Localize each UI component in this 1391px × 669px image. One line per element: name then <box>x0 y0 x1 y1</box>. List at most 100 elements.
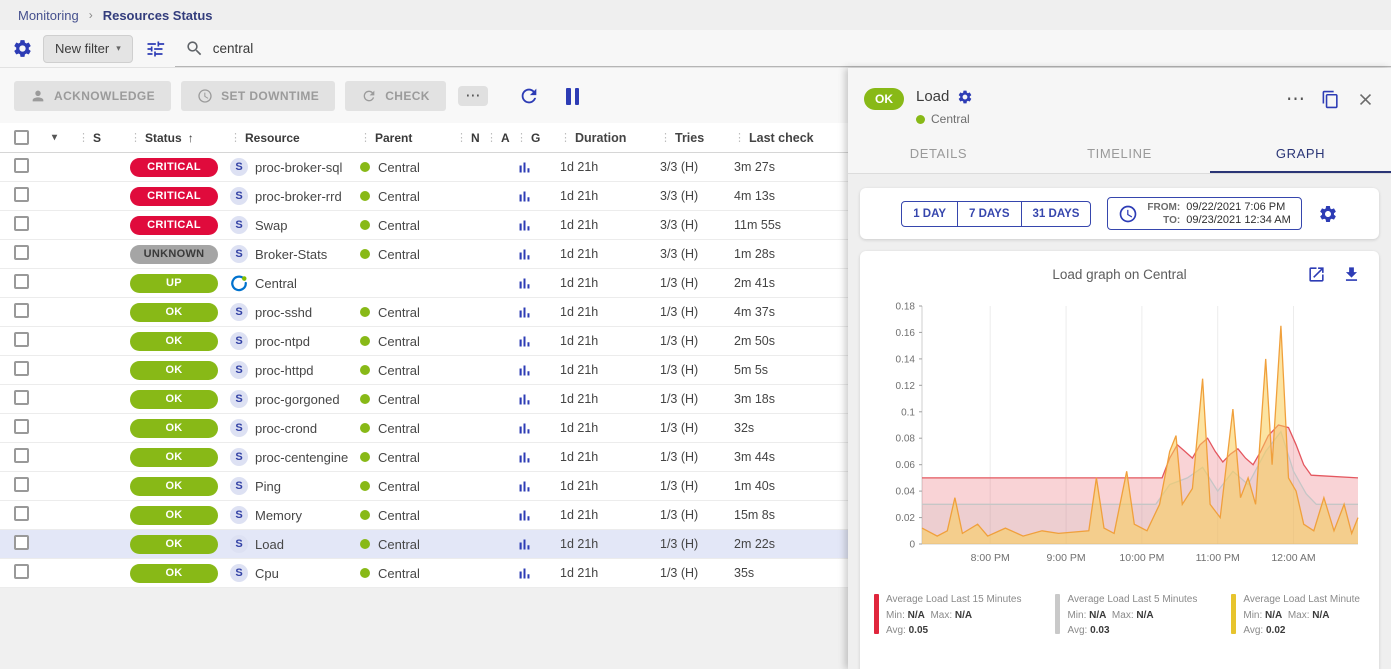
select-all-checkbox[interactable] <box>14 130 29 145</box>
acknowledge-button[interactable]: ACKNOWLEDGE <box>14 81 172 111</box>
period-button-31-days[interactable]: 31 DAYS <box>1020 200 1092 227</box>
table-row[interactable]: OK S Ping Central 1d 21h 1/3 (H) 1m 40s <box>0 472 848 501</box>
resource-name[interactable]: Ping <box>255 478 282 494</box>
row-checkbox[interactable] <box>14 419 29 434</box>
row-checkbox[interactable] <box>14 390 29 405</box>
search-input[interactable] <box>212 40 1381 56</box>
row-checkbox[interactable] <box>14 245 29 260</box>
advanced-filters-button[interactable] <box>145 39 165 59</box>
tab-timeline[interactable]: TIMELINE <box>1087 146 1152 161</box>
resource-name[interactable]: proc-centengine <box>255 449 349 465</box>
graph-icon[interactable] <box>516 217 533 234</box>
row-checkbox[interactable] <box>14 535 29 550</box>
row-checkbox[interactable] <box>14 477 29 492</box>
table-row[interactable]: CRITICAL S Swap Central 1d 21h 3/3 (H) 11m 55s <box>0 211 848 240</box>
resource-name[interactable]: Swap <box>255 217 288 233</box>
tab-details[interactable]: DETAILS <box>909 146 968 161</box>
row-checkbox[interactable] <box>14 564 29 579</box>
parent-name[interactable]: Central <box>378 333 420 349</box>
legend-item[interactable]: Average Load Last 5 Minutes Min: N/A Max:… <box>1055 592 1197 639</box>
table-row[interactable]: OK S Cpu Central 1d 21h 1/3 (H) 35s <box>0 559 848 588</box>
parent-name[interactable]: Central <box>378 391 420 407</box>
refresh-list-button[interactable] <box>518 85 540 107</box>
gear-icon[interactable] <box>957 89 973 105</box>
breadcrumb-monitoring[interactable]: Monitoring <box>18 7 79 23</box>
resource-name[interactable]: Cpu <box>255 565 279 581</box>
column-header-parent[interactable]: ⋮ Parent <box>360 131 456 145</box>
parent-name[interactable]: Central <box>378 565 420 581</box>
graph-settings-button[interactable] <box>1318 204 1338 224</box>
parent-name[interactable]: Central <box>378 217 420 233</box>
legend-item[interactable]: Average Load Last 15 Minutes Min: N/A Max… <box>874 592 1021 639</box>
export-graph-button[interactable] <box>1342 265 1361 284</box>
table-row[interactable]: UNKNOWN S Broker-Stats Central 1d 21h 3/3 (H)… <box>0 240 848 269</box>
column-header-last-check[interactable]: ⋮ Last check <box>734 131 844 145</box>
column-header-status[interactable]: ⋮ Status ↑ <box>118 131 230 145</box>
resource-name[interactable]: proc-gorgoned <box>255 391 340 407</box>
graph-icon[interactable] <box>516 536 533 553</box>
graph-icon[interactable] <box>516 449 533 466</box>
graph-icon[interactable] <box>516 304 533 321</box>
graph-icon[interactable] <box>516 420 533 437</box>
row-checkbox[interactable] <box>14 187 29 202</box>
resource-name[interactable]: proc-ntpd <box>255 333 310 349</box>
row-checkbox[interactable] <box>14 158 29 173</box>
more-actions-button[interactable]: ⋯ <box>457 86 488 106</box>
graph-icon[interactable] <box>516 159 533 176</box>
graph-icon[interactable] <box>516 188 533 205</box>
load-graph-chart[interactable]: 0 0.02 0.04 0.06 0.08 0.1 0.12 0.14 0.16 0.18 8:00… <box>864 292 1369 590</box>
period-button-7-days[interactable]: 7 DAYS <box>957 200 1022 227</box>
close-panel-button[interactable] <box>1356 90 1375 109</box>
custom-time-range-picker[interactable]: FROM: 09/22/2021 7:06 PM TO: 09/23/2021 … <box>1107 197 1302 230</box>
resource-name[interactable]: proc-httpd <box>255 362 314 378</box>
resource-name[interactable]: proc-crond <box>255 420 318 436</box>
row-checkbox[interactable] <box>14 506 29 521</box>
graph-icon[interactable] <box>516 478 533 495</box>
parent-name[interactable]: Central <box>378 188 420 204</box>
parent-name[interactable]: Central <box>378 304 420 320</box>
resource-name[interactable]: Broker-Stats <box>255 246 328 262</box>
column-header-action[interactable]: ⋮ A <box>486 131 516 145</box>
parent-name[interactable]: Central <box>378 507 420 523</box>
parent-name[interactable]: Central <box>378 420 420 436</box>
column-header-severity[interactable]: ⋮ S <box>78 131 118 145</box>
filter-settings-button[interactable] <box>12 38 33 59</box>
select-options-caret-icon[interactable]: ▾ <box>52 132 58 143</box>
legend-item[interactable]: Average Load Last Minute Min: N/A Max: N/… <box>1231 592 1360 639</box>
resource-name[interactable]: Memory <box>255 507 302 523</box>
period-button-1-day[interactable]: 1 DAY <box>901 200 959 227</box>
row-checkbox[interactable] <box>14 216 29 231</box>
parent-name[interactable]: Central <box>378 246 420 262</box>
parent-name[interactable]: Central <box>378 478 420 494</box>
resource-name[interactable]: Central <box>255 275 297 291</box>
table-row[interactable]: UP Central 1d 21h 1/3 (H) 2m 41s <box>0 269 848 298</box>
graph-icon[interactable] <box>516 362 533 379</box>
graph-icon[interactable] <box>516 391 533 408</box>
row-checkbox[interactable] <box>14 361 29 376</box>
parent-name[interactable]: Central <box>378 362 420 378</box>
graph-icon[interactable] <box>516 507 533 524</box>
resource-name[interactable]: Load <box>255 536 284 552</box>
column-header-duration[interactable]: ⋮ Duration <box>560 131 660 145</box>
panel-more-button[interactable]: ⋯ <box>1286 90 1305 109</box>
parent-name[interactable]: Central <box>378 159 420 175</box>
copy-resource-link-button[interactable] <box>1321 90 1340 109</box>
graph-icon[interactable] <box>516 275 533 292</box>
table-row[interactable]: OK S Memory Central 1d 21h 1/3 (H) 15m 8s <box>0 501 848 530</box>
column-header-tries[interactable]: ⋮ Tries <box>660 131 734 145</box>
parent-name[interactable]: Central <box>378 449 420 465</box>
graph-icon[interactable] <box>516 246 533 263</box>
graph-icon[interactable] <box>516 333 533 350</box>
resource-name[interactable]: proc-broker-rrd <box>255 188 342 204</box>
column-header-notes[interactable]: ⋮ N <box>456 131 486 145</box>
resource-name[interactable]: proc-broker-sql <box>255 159 343 175</box>
row-checkbox[interactable] <box>14 332 29 347</box>
column-header-resource[interactable]: ⋮ Resource <box>230 131 360 145</box>
pause-autorefresh-button[interactable] <box>560 87 586 105</box>
table-row[interactable]: OK S Load Central 1d 21h 1/3 (H) 2m 22s <box>0 530 848 559</box>
